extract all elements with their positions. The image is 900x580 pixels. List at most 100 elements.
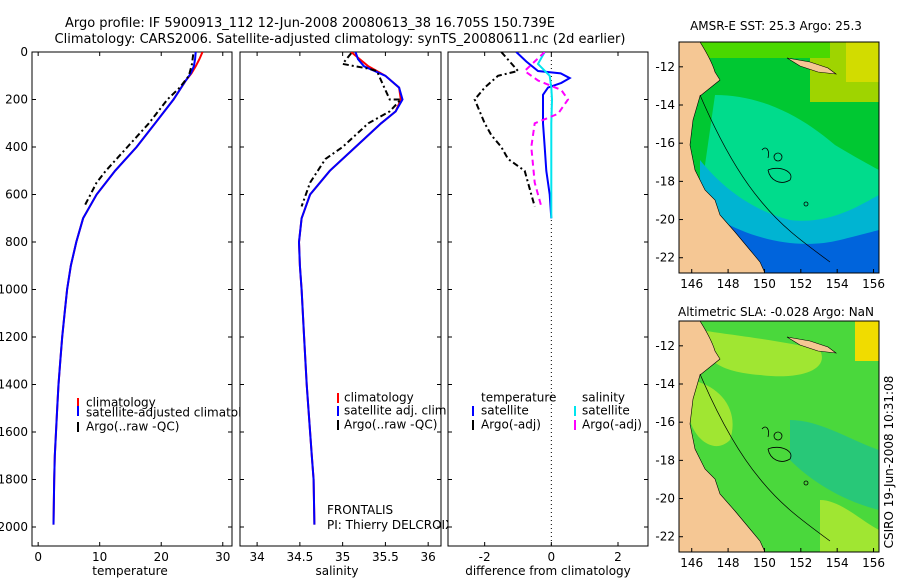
temperature-panel: 0 10 20 30 0 200 400 600 800 1000 1200 1400 1600 1800… xyxy=(0,45,264,578)
sla-australia-coast xyxy=(679,321,766,552)
sla-reef-contour-1 xyxy=(773,431,783,441)
difference-legend: temperature satellite Argo(-adj) salinit… xyxy=(472,391,642,432)
temperature-ytick-label: 1200 xyxy=(0,330,28,344)
sst-map-panel: AMSR-E SST: 25.3 Argo: 25.3 146 148 150 152… xyxy=(655,19,885,291)
salinity-xtick-label: 34 xyxy=(249,550,264,564)
temperature-ytick-label: 1800 xyxy=(0,473,28,487)
sla-negative-anomaly-1 xyxy=(790,420,879,510)
sst_map-xtick-label: 150 xyxy=(753,277,776,291)
figure-title-line2: Climatology: CARS2006. Satellite-adjuste… xyxy=(55,32,626,47)
salinity-ticks: 34 34.5 35 35.5 36 xyxy=(240,51,441,564)
difference-series-salinity-satellite xyxy=(536,52,554,219)
sst-map-title: AMSR-E SST: 25.3 Argo: 25.3 xyxy=(690,19,862,33)
sst-map-ticks: 146 148 150 152 154 156 -12 -14 -16 -18 -20 -22 xyxy=(655,60,885,291)
sst-warm-band-north xyxy=(690,42,830,58)
difference-legend-temp-argo: Argo(-adj) xyxy=(481,418,541,432)
temperature-legend: climatology satellite-adjusted climatolo… xyxy=(77,396,264,434)
float-pi: PI: Thierry DELCROIX xyxy=(327,518,453,532)
sla-map-field xyxy=(679,321,879,552)
salinity-lines xyxy=(297,52,404,525)
salinity-xtick-label: 35.5 xyxy=(372,550,399,564)
salinity-xlabel: salinity xyxy=(315,564,358,578)
salinity-xtick-label: 35 xyxy=(335,550,350,564)
sla-map-ticks: 146 148 150 152 154 156 -12 -14 -16 -18 -20 -22 xyxy=(655,339,885,570)
difference-axes xyxy=(447,51,649,547)
difference-legend-sal-argo: Argo(-adj) xyxy=(582,418,642,432)
sla_map-xtick-label: 152 xyxy=(789,556,812,570)
salinity-legend: climatology satellite adj. clim. Argo(..… xyxy=(337,391,450,432)
sla_map-xtick-label: 148 xyxy=(717,556,740,570)
sla_map-ytick-label: -16 xyxy=(655,415,675,429)
salinity-legend-satellite: satellite adj. clim. xyxy=(344,404,450,418)
temperature-legend-satellite: satellite-adjusted climatology xyxy=(86,406,264,420)
sla_map-ytick-label: -20 xyxy=(655,492,675,506)
sla-shelf-contour xyxy=(699,373,831,542)
difference-xlabel: difference from climatology xyxy=(465,564,631,578)
sst_map-xtick-label: 152 xyxy=(789,277,812,291)
temperature-ytick-label: 400 xyxy=(5,140,28,154)
sla_map-ytick-label: -18 xyxy=(655,453,675,467)
sla_map-xtick-label: 146 xyxy=(680,556,703,570)
sla-positive-anomaly-2 xyxy=(690,380,733,447)
temperature-legend-argo: Argo(..raw -QC) xyxy=(86,420,179,434)
sla_map-xtick-label: 156 xyxy=(862,556,885,570)
sla_map-ytick-label: -14 xyxy=(655,377,675,391)
temperature-ytick-label: 800 xyxy=(5,235,28,249)
temperature-xtick-label: 0 xyxy=(34,550,42,564)
difference-legend-temp-satellite: satellite xyxy=(481,404,529,418)
sst-reef-contour-4 xyxy=(803,201,809,207)
temperature-xtick-label: 20 xyxy=(154,550,169,564)
sst_map-ytick-label: -12 xyxy=(655,60,675,74)
sst_map-xtick-label: 154 xyxy=(826,277,849,291)
sla-positive-anomaly-3 xyxy=(855,321,879,361)
temperature-ytick-label: 0 xyxy=(20,45,28,59)
salinity-axes xyxy=(239,51,442,547)
sst-map-field xyxy=(679,42,879,273)
sst-reef-contour-2 xyxy=(761,147,769,159)
sla-reef-contour-3 xyxy=(767,446,792,462)
sst_map-ytick-label: -22 xyxy=(655,251,675,265)
sla-positive-anomaly-4 xyxy=(820,500,879,552)
side-timestamp-label: CSIRO 19-Jun-2008 10:31:08 xyxy=(882,376,896,549)
sst-png-coast xyxy=(786,57,838,75)
salinity-legend-climatology: climatology xyxy=(344,391,414,405)
salinity-legend-argo: Argo(..raw -QC) xyxy=(344,418,437,432)
sla_map-xtick-label: 150 xyxy=(753,556,776,570)
salinity-xtick-label: 34.5 xyxy=(287,550,314,564)
difference-lines xyxy=(473,52,572,219)
difference-legend-salinity-heading: salinity xyxy=(582,391,625,405)
temperature-ticks: 0 10 20 30 0 200 400 600 800 1000 1200 1400 1600 1800… xyxy=(0,45,232,564)
temperature-ytick-label: 600 xyxy=(5,188,28,202)
temperature-ytick-label: 1000 xyxy=(0,283,28,297)
sla-reef-contour-4 xyxy=(803,480,809,486)
sla-positive-anomaly-1 xyxy=(700,330,822,377)
sla-map-frame xyxy=(678,320,880,553)
sst_map-xtick-label: 156 xyxy=(862,277,885,291)
salinity-panel: 34 34.5 35 35.5 36 salinity climatology sate… xyxy=(239,51,453,578)
sst_map-ytick-label: -18 xyxy=(655,174,675,188)
sst_map-ytick-label: -14 xyxy=(655,98,675,112)
temperature-ytick-label: 2000 xyxy=(0,520,28,534)
difference-legend-sal-satellite: satellite xyxy=(582,404,630,418)
sst-australia-coast xyxy=(679,42,766,273)
sla_map-xtick-label: 154 xyxy=(826,556,849,570)
difference-legend-temperature-heading: temperature xyxy=(481,391,556,405)
difference-series-salinity-argo-adj xyxy=(523,52,570,207)
sla-map-panel: Altimetric SLA: -0.028 Argo: NaN 146 148 1… xyxy=(655,305,885,570)
float-program: FRONTALIS xyxy=(327,503,393,517)
difference-xtick-label: -2 xyxy=(479,550,491,564)
sst-reef-contour-3 xyxy=(767,167,792,183)
sst-warmest-patch xyxy=(846,42,879,82)
sst_map-xtick-label: 146 xyxy=(680,277,703,291)
figure-title-line1: Argo profile: IF 5900913_112 12-Jun-2008… xyxy=(65,16,555,31)
difference-series-temperature-satellite xyxy=(515,52,572,219)
temperature-xtick-label: 30 xyxy=(215,550,230,564)
temperature-ytick-label: 1400 xyxy=(0,378,28,392)
difference-ticks: -2 0 2 xyxy=(448,51,648,564)
salinity-series-argo-raw-qc xyxy=(300,52,404,207)
salinity-xtick-label: 36 xyxy=(421,550,436,564)
sla_map-ytick-label: -12 xyxy=(655,339,675,353)
sla-png-coast xyxy=(786,336,838,354)
temperature-legend-climatology: climatology xyxy=(86,396,156,410)
